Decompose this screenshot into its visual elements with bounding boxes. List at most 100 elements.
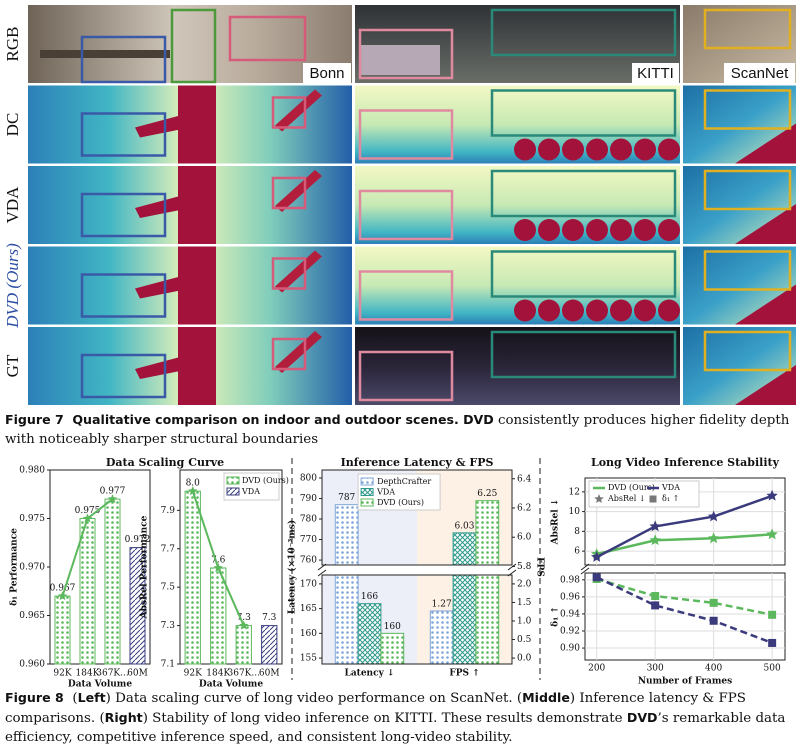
highlight-box <box>228 15 307 62</box>
y-tick-label: 5.8 <box>517 562 532 572</box>
depth-region <box>562 219 584 241</box>
row-label: DC <box>3 113 22 137</box>
depth-region <box>275 89 322 132</box>
y-tick-label: 7.7 <box>161 544 176 554</box>
x-tick-label: 60M <box>259 669 280 679</box>
legend-label: VDA <box>661 483 680 492</box>
row-label: RGB <box>3 27 22 62</box>
x-tick-label: 184K <box>206 669 230 679</box>
depth-region <box>514 138 536 161</box>
axis-break <box>317 563 327 571</box>
depth-region <box>514 299 536 322</box>
row-label: GT <box>3 354 22 377</box>
caption-label: Figure 8 <box>5 690 64 705</box>
y-tick-label: 0.975 <box>19 514 45 524</box>
depth-region <box>610 299 632 322</box>
object <box>40 50 170 58</box>
x-tick-label: 92K <box>53 669 71 679</box>
x-axis-label: Data Volume <box>68 680 132 690</box>
y-tick-label: 6.0 <box>517 533 532 543</box>
legend-label: VDA <box>376 488 395 497</box>
depth-region <box>586 299 608 322</box>
y-tick-label: 0.0 <box>517 654 532 664</box>
point-marker <box>649 520 661 532</box>
point-marker <box>709 616 718 625</box>
depth-region <box>658 138 680 161</box>
legend-swatch <box>226 476 240 485</box>
dataset-label: Bonn <box>309 65 344 82</box>
dataset-label: KITTI <box>637 65 674 82</box>
highlight-box <box>358 350 454 402</box>
chart-title: Data Scaling Curve <box>106 456 224 469</box>
depth-region <box>135 115 180 138</box>
y-tick-label: 0.960 <box>19 660 45 670</box>
highlight-box <box>703 89 792 130</box>
y-axis-label: δ₁ ↑ <box>551 606 561 627</box>
highlight-box <box>490 8 677 57</box>
value-label: 0.977 <box>100 487 126 497</box>
y-axis-label: AbsRel ↓ <box>551 499 561 546</box>
bar <box>79 518 96 665</box>
depth-region <box>735 204 796 244</box>
y-tick-label: 6 <box>574 547 580 557</box>
caption-part: ’s remarkable data efficiency, competiti… <box>5 711 786 745</box>
series-line <box>596 494 773 559</box>
legend-label: VDA <box>241 487 260 496</box>
legend-label: DepthCrafter <box>377 477 431 486</box>
point-marker <box>107 494 118 504</box>
caption-part: ) Data scaling curve of long video perfo… <box>105 691 523 706</box>
y-tick-label: 0.94 <box>560 609 580 619</box>
depth-region <box>735 365 796 405</box>
y-tick-label: 1.5 <box>517 598 532 608</box>
highlight-box <box>80 112 167 157</box>
caption-part: DVD <box>626 710 658 725</box>
highlight-box <box>170 8 217 84</box>
bar <box>334 504 359 566</box>
bar <box>429 610 454 665</box>
depth-region <box>735 284 796 325</box>
y-tick-label: 8 <box>574 527 580 537</box>
point-marker <box>651 601 660 610</box>
highlight-box <box>358 270 454 321</box>
series-line <box>596 577 773 617</box>
dataset-label: ScanNet <box>731 65 789 82</box>
point-marker <box>768 638 777 647</box>
value-label: 0.967 <box>50 584 76 594</box>
bar-lower <box>452 574 477 665</box>
caption-part: Left <box>77 690 106 705</box>
value-label: 6.25 <box>477 489 497 499</box>
y-tick-label: 0.98 <box>560 575 580 585</box>
depth-region <box>610 219 632 241</box>
y-tick-label: 0.970 <box>19 563 45 573</box>
point-marker <box>213 563 223 572</box>
y-tick-label: 7.9 <box>161 506 176 516</box>
x-tick-label: 92K <box>184 669 202 679</box>
caption-title: Qualitative comparison on indoor and out… <box>72 412 459 427</box>
chart-title: Inference Latency & FPS <box>341 456 494 469</box>
y-tick-label: 155 <box>300 654 317 664</box>
point-marker <box>188 486 198 496</box>
depth-region <box>634 219 656 241</box>
y-tick-label: 6.4 <box>517 474 532 484</box>
depth-region <box>178 246 216 325</box>
depth-region <box>562 299 584 322</box>
y-tick-label: 7.1 <box>161 660 175 670</box>
depth-region <box>275 331 322 373</box>
y-tick-label: 0.5 <box>517 635 532 645</box>
y-tick-label: 800 <box>300 474 317 484</box>
point-marker <box>57 591 68 601</box>
label-bg <box>303 63 351 83</box>
point-marker <box>651 592 660 601</box>
legend-swatch <box>226 487 240 496</box>
value-label: 1.27 <box>432 599 452 609</box>
depth-region <box>135 357 180 379</box>
depth-region <box>658 299 680 322</box>
bar <box>452 532 477 566</box>
highlight-box <box>271 96 307 129</box>
legend-label: DVD (Ours) <box>608 483 655 492</box>
highlight-box <box>358 28 454 80</box>
y-tick-label: 12 <box>569 487 580 497</box>
y-tick-label: 790 <box>300 494 317 504</box>
y-tick-label: 165 <box>300 604 317 614</box>
highlight-box <box>703 8 792 50</box>
